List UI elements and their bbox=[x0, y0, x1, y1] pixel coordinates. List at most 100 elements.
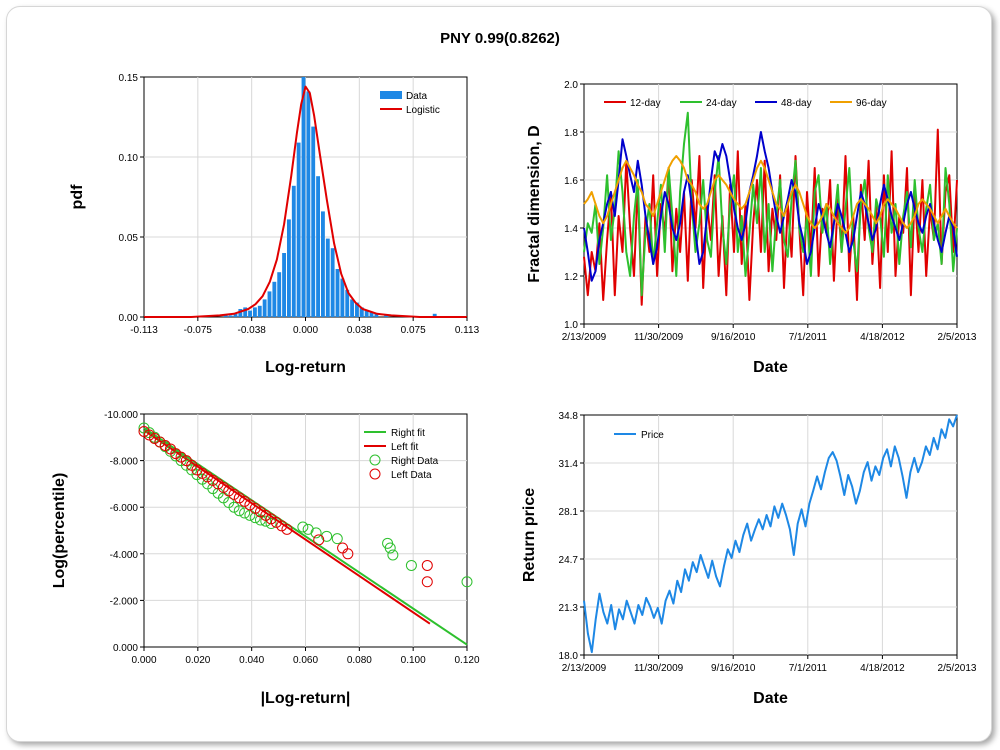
y-tick-label: 1.0 bbox=[564, 320, 578, 331]
legend-label: 96-day bbox=[856, 98, 887, 109]
x-tick-label: 7/1/2011 bbox=[789, 332, 828, 343]
histogram-bar bbox=[252, 307, 257, 317]
histogram-bar bbox=[345, 289, 350, 317]
left-data-point bbox=[143, 429, 155, 441]
x-axis-label: Date bbox=[753, 690, 788, 707]
left-data-point bbox=[191, 464, 203, 476]
legend-label-price: Price bbox=[641, 430, 664, 441]
plot-area bbox=[583, 83, 958, 325]
y-tick-label: -8.000 bbox=[110, 457, 139, 468]
panel-pdf: -0.113 -0.075 -0.038 0.000 0.038 0.075 0.113 0.… bbox=[69, 73, 480, 376]
histogram-bar bbox=[340, 278, 345, 317]
x-tick-label: 11/30/2009 bbox=[634, 663, 684, 674]
legend-swatch-right-data bbox=[369, 454, 381, 466]
left-data-point bbox=[244, 499, 256, 511]
legend-label: 24-day bbox=[706, 98, 737, 109]
x-tick-label: 2/5/2013 bbox=[938, 332, 977, 343]
histogram-bar bbox=[243, 307, 248, 317]
left-data-point bbox=[276, 520, 288, 532]
histogram-bar bbox=[321, 211, 325, 317]
x-axis-label: |Log-return| bbox=[261, 690, 351, 707]
y-tick-label: 1.8 bbox=[564, 128, 578, 139]
x-axis-label: Date bbox=[753, 359, 788, 376]
left-data-point bbox=[138, 425, 150, 437]
histogram-bar bbox=[277, 272, 282, 317]
x-tick-label: 0.080 bbox=[347, 655, 372, 666]
right-data-point bbox=[310, 527, 322, 539]
x-tick-label: 2/5/2013 bbox=[938, 663, 977, 674]
histogram-bar bbox=[306, 91, 311, 318]
left-data-point bbox=[212, 478, 224, 490]
y-tick-label: 24.7 bbox=[559, 555, 579, 566]
y-axis-label: Fractal dimension, D bbox=[526, 125, 543, 282]
y-tick-label: 21.3 bbox=[559, 603, 579, 614]
histogram-bar bbox=[374, 313, 379, 317]
x-tick-label: 9/16/2010 bbox=[711, 663, 756, 674]
y-tick-label: 0.05 bbox=[119, 233, 139, 244]
histogram-bar bbox=[228, 315, 233, 317]
y-tick-label: -2.000 bbox=[110, 596, 139, 607]
right-data-point bbox=[331, 533, 343, 545]
right-data-point bbox=[260, 515, 272, 527]
legend-label: Right Data bbox=[391, 456, 439, 467]
legend-swatch-left-data bbox=[369, 468, 381, 480]
histogram-bar bbox=[248, 310, 252, 317]
left-data-point bbox=[202, 471, 214, 483]
left-data-point bbox=[313, 534, 325, 546]
panel-tails: 0.000 0.020 0.040 0.060 0.080 0.100 0.120 0.000… bbox=[51, 410, 480, 707]
histogram-bar bbox=[350, 299, 355, 317]
histogram-bar bbox=[355, 302, 359, 317]
x-tick-label: 4/18/2012 bbox=[860, 332, 905, 343]
legend-label: 12-day bbox=[630, 98, 661, 109]
histogram-bar bbox=[272, 281, 277, 317]
legend-label: Left fit bbox=[391, 442, 418, 453]
histogram-bar bbox=[364, 310, 369, 317]
left-data-point bbox=[217, 481, 229, 493]
right-data-point bbox=[384, 542, 396, 554]
left-data-point bbox=[170, 448, 182, 460]
left-data-point bbox=[175, 451, 187, 463]
left-data-point bbox=[254, 506, 266, 518]
x-tick-label: 0.040 bbox=[239, 655, 264, 666]
panel-price: 2/13/2009 11/30/2009 9/16/2010 7/1/2011 4/18… bbox=[521, 411, 977, 707]
left-data-point bbox=[228, 488, 240, 500]
x-tick-label: 0.000 bbox=[131, 655, 156, 666]
right-data-point bbox=[239, 507, 251, 519]
histogram-bar bbox=[257, 305, 262, 317]
x-tick-label: 0.100 bbox=[401, 655, 426, 666]
histogram-bar bbox=[432, 313, 437, 317]
left-data-point bbox=[270, 516, 282, 528]
y-tick-label: 28.1 bbox=[559, 507, 579, 518]
histogram-bar bbox=[311, 126, 316, 317]
right-data-point bbox=[297, 521, 309, 533]
y-tick-label: 0.000 bbox=[113, 643, 138, 654]
y-tick-label: 1.6 bbox=[564, 176, 578, 187]
series-line-96-day bbox=[583, 155, 958, 234]
histogram-bar bbox=[369, 312, 374, 317]
left-data-point bbox=[233, 492, 245, 504]
left-data-point bbox=[421, 576, 433, 588]
left-data-point bbox=[342, 548, 354, 560]
y-tick-label: -6.000 bbox=[110, 503, 139, 514]
y-tick-label: 1.4 bbox=[564, 224, 578, 235]
left-data-point bbox=[260, 509, 272, 521]
left-data-point bbox=[149, 432, 161, 444]
y-axis-label: Return price bbox=[521, 488, 538, 582]
x-tick-label: 0.113 bbox=[455, 325, 480, 336]
x-tick-label: 4/18/2012 bbox=[860, 663, 905, 674]
histogram-bar bbox=[233, 313, 238, 317]
right-data-point bbox=[387, 549, 399, 561]
x-axis-label: Log-return bbox=[265, 359, 346, 376]
left-data-point bbox=[159, 439, 171, 451]
y-tick-label: 1.2 bbox=[564, 272, 578, 283]
y-tick-label: 34.8 bbox=[559, 411, 579, 422]
y-tick-label: -10.000 bbox=[104, 410, 138, 421]
price-line bbox=[583, 414, 958, 654]
y-axis-label: pdf bbox=[69, 184, 86, 210]
panel-fractal: 2/13/2009 11/30/2009 9/16/2010 7/1/2011 4/18… bbox=[526, 80, 977, 376]
x-tick-label: 0.000 bbox=[293, 325, 318, 336]
left-data-point bbox=[207, 474, 219, 486]
figure-title: PNY 0.99(0.8262) bbox=[440, 30, 560, 47]
histogram-bar bbox=[325, 238, 330, 317]
histogram-bar bbox=[286, 219, 291, 317]
